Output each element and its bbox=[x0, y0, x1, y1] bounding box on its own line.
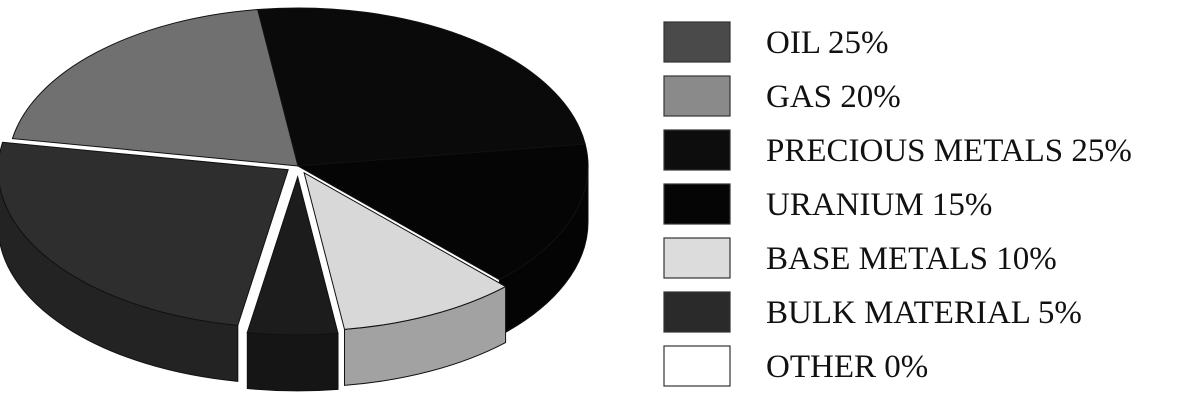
legend-label-6: OTHER 0% bbox=[766, 349, 928, 385]
legend-label-5: BULK MATERIAL 5% bbox=[766, 295, 1082, 331]
legend-swatch-0 bbox=[663, 21, 731, 63]
pie-slice-gas bbox=[11, 9, 299, 167]
legend: OIL 25% GAS 20% PRECIOUS METALS 25% URANIUM… bbox=[663, 21, 1132, 387]
pie-slice-base-metals bbox=[303, 171, 507, 330]
legend-swatch-4 bbox=[663, 237, 731, 279]
pie-slice-precious-metals bbox=[257, 7, 586, 167]
pie-slice-uranium bbox=[296, 143, 589, 281]
legend-swatch-5 bbox=[663, 291, 731, 333]
pie-group bbox=[0, 7, 589, 392]
legend-swatch-3 bbox=[663, 183, 731, 225]
pie-slice-bulk-material bbox=[246, 175, 339, 336]
pie-slice-oil bbox=[0, 141, 289, 326]
pie-side-bulk-material bbox=[246, 331, 339, 392]
legend-swatch-1 bbox=[663, 75, 731, 117]
legend-label-4: BASE METALS 10% bbox=[766, 241, 1057, 277]
legend-label-0: OIL 25% bbox=[766, 25, 889, 61]
legend-swatch-6 bbox=[663, 345, 731, 387]
legend-label-2: PRECIOUS METALS 25% bbox=[766, 133, 1132, 169]
legend-label-1: GAS 20% bbox=[766, 79, 901, 115]
legend-swatch-2 bbox=[663, 129, 731, 171]
legend-label-3: URANIUM 15% bbox=[766, 187, 992, 223]
